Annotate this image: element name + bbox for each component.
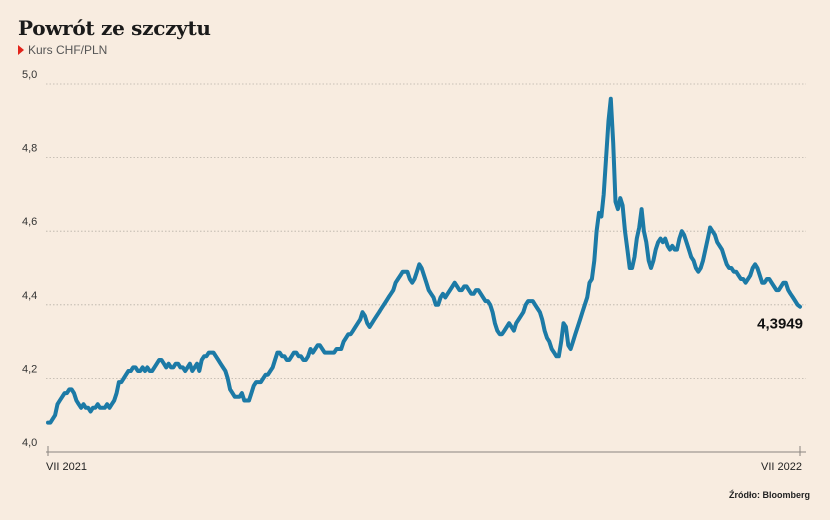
x-tick-label: VII 2021 xyxy=(46,461,87,473)
x-axis-ticks: VII 2021 VII 2022 xyxy=(46,446,802,473)
chart-title: Powrót ze szczytu xyxy=(18,16,211,40)
last-value-label: 4,3949 xyxy=(757,316,803,333)
subtitle-label: Kurs CHF/PLN xyxy=(28,43,108,57)
red-triangle-icon xyxy=(18,45,24,55)
y-tick-label: 4,6 xyxy=(22,216,37,228)
y-tick-label: 4,8 xyxy=(22,143,37,155)
y-tick-label: 4,4 xyxy=(22,290,37,302)
y-tick-label: 5,0 xyxy=(22,69,37,81)
source-note: Źródło: Bloomberg xyxy=(729,490,810,500)
grid-lines xyxy=(46,83,806,453)
y-tick-label: 4,2 xyxy=(22,363,37,375)
series-line-chf-pln xyxy=(46,96,802,425)
y-axis-ticks: 4,0 4,2 4,4 4,6 4,8 5,0 xyxy=(22,69,37,449)
x-tick-label: VII 2022 xyxy=(761,461,802,473)
y-tick-label: 4,0 xyxy=(22,437,37,449)
chart-subtitle: Kurs CHF/PLN xyxy=(18,43,107,57)
